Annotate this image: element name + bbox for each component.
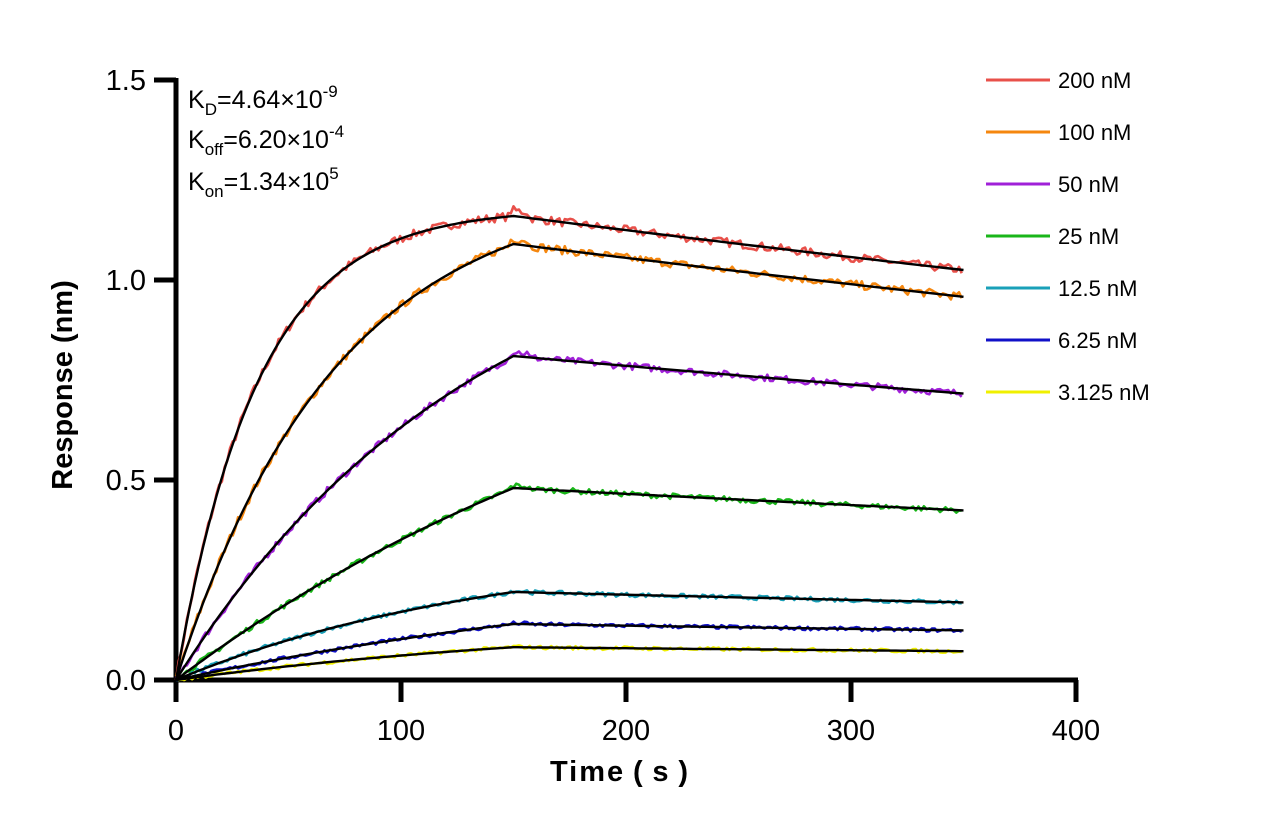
y-axis-title: Response (nm) — [47, 280, 79, 489]
series-line — [174, 205, 963, 681]
legend-label: 12.5 nM — [1058, 276, 1138, 301]
x-tick-label: 0 — [168, 715, 184, 747]
y-tick-label: 0.0 — [106, 665, 146, 697]
legend-label: 50 nM — [1058, 172, 1119, 197]
y-ticks: 0.0 0.5 1.0 1.5 — [106, 65, 176, 697]
fit-line — [175, 622, 964, 682]
legend-label: 6.25 nM — [1058, 328, 1138, 353]
y-tick-label: 0.5 — [106, 465, 146, 497]
kd-annotation: KD=4.64×10-9 — [188, 82, 338, 119]
x-tick-label: 100 — [377, 715, 425, 747]
fit-line — [174, 214, 964, 681]
x-tick-label: 200 — [602, 715, 650, 747]
fit-line — [174, 242, 964, 681]
fit-line — [175, 486, 964, 681]
y-tick-label: 1.0 — [106, 265, 146, 297]
koff-annotation: Koff=6.20×10-4 — [188, 122, 344, 159]
x-axis-title: Time ( s ) — [550, 756, 690, 788]
y-tick-label: 1.5 — [106, 65, 146, 97]
legend-label: 100 nM — [1058, 120, 1131, 145]
x-tick-label: 300 — [827, 715, 875, 747]
series-line — [174, 238, 963, 677]
fit-line — [174, 354, 964, 681]
legend-label: 200 nM — [1058, 68, 1131, 93]
x-ticks: 0 100 200 300 400 — [168, 680, 1100, 747]
legend-label: 25 nM — [1058, 224, 1119, 249]
fit-line — [175, 590, 964, 682]
legend-label: 3.125 nM — [1058, 380, 1150, 405]
data-curves — [174, 205, 963, 682]
legend: 200 nM 100 nM 50 nM 25 nM 12.5 nM 6.25 nM 3.12… — [986, 68, 1150, 405]
x-tick-label: 400 — [1052, 715, 1100, 747]
fit-curves — [174, 214, 964, 682]
kon-annotation: Kon=1.34×105 — [188, 164, 339, 201]
fit-line — [175, 646, 964, 682]
